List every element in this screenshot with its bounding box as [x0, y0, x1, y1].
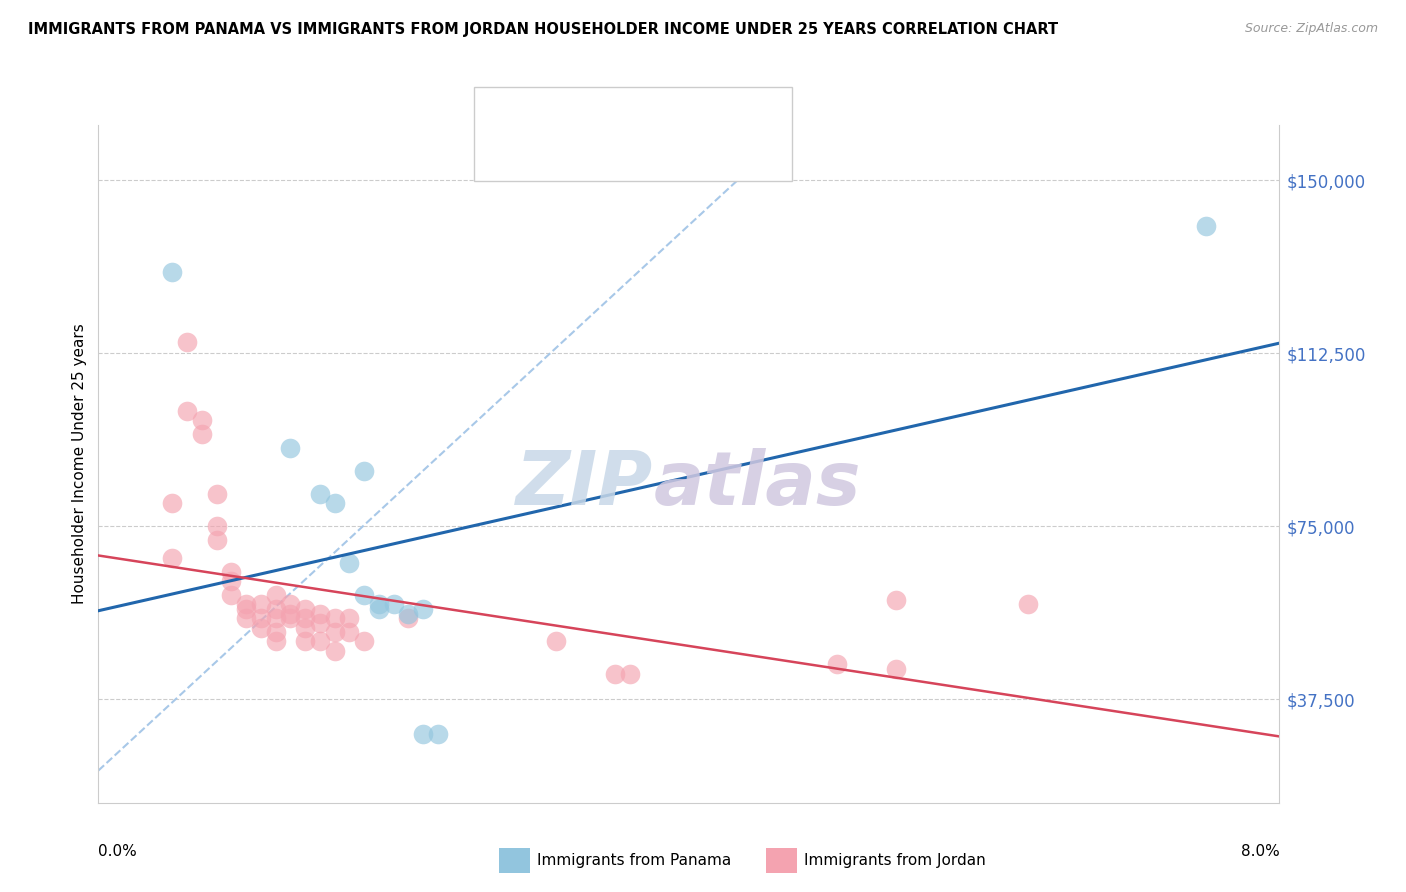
Point [219, 588, 242, 602]
Text: 0.0%: 0.0% [98, 845, 138, 859]
Point [323, 625, 346, 640]
Point [250, 598, 273, 612]
Point [308, 487, 332, 501]
Point [264, 602, 287, 616]
Point [294, 634, 316, 648]
Text: 8.0%: 8.0% [1240, 845, 1279, 859]
Point [162, 265, 183, 279]
Point [176, 404, 198, 418]
Point [219, 574, 242, 589]
Point [323, 611, 346, 625]
Point [205, 487, 228, 501]
Point [278, 598, 302, 612]
Text: IMMIGRANTS FROM PANAMA VS IMMIGRANTS FROM JORDAN HOUSEHOLDER INCOME UNDER 25 YEA: IMMIGRANTS FROM PANAMA VS IMMIGRANTS FRO… [28, 22, 1059, 37]
Point [191, 426, 214, 441]
Point [412, 726, 434, 740]
Point [426, 726, 449, 740]
Point [294, 611, 316, 625]
Point [1017, 598, 1039, 612]
Point [337, 611, 360, 625]
Text: Source: ZipAtlas.com: Source: ZipAtlas.com [1244, 22, 1378, 36]
Point [294, 602, 316, 616]
Point [308, 634, 332, 648]
Point [278, 441, 302, 455]
Point [278, 607, 302, 621]
Point [367, 598, 389, 612]
Point [396, 611, 419, 625]
Point [264, 588, 287, 602]
Point [619, 666, 641, 681]
Text: ZIP: ZIP [516, 448, 654, 521]
Point [412, 602, 434, 616]
Point [264, 634, 287, 648]
Point [205, 533, 228, 547]
Point [162, 496, 183, 510]
Point [337, 625, 360, 640]
Text: atlas: atlas [654, 448, 860, 521]
Point [205, 519, 228, 533]
Y-axis label: Householder Income Under 25 years: Householder Income Under 25 years [72, 324, 87, 604]
Point [176, 334, 198, 349]
Point [235, 598, 257, 612]
Point [396, 607, 419, 621]
Text: R = 0.670   N = 15: R = 0.670 N = 15 [529, 100, 699, 118]
Point [264, 611, 287, 625]
Point [278, 611, 302, 625]
Point [605, 666, 627, 681]
Text: Immigrants from Panama: Immigrants from Panama [537, 854, 731, 868]
Point [219, 565, 242, 579]
Point [353, 464, 375, 478]
Point [337, 556, 360, 570]
Point [367, 602, 389, 616]
Point [1194, 219, 1216, 234]
Text: Immigrants from Jordan: Immigrants from Jordan [804, 854, 986, 868]
Point [308, 607, 332, 621]
Point [250, 611, 273, 625]
Point [546, 634, 568, 648]
Point [294, 621, 316, 635]
Point [250, 621, 273, 635]
Point [308, 615, 332, 630]
Point [235, 602, 257, 616]
Point [382, 598, 405, 612]
Point [264, 625, 287, 640]
Point [353, 588, 375, 602]
Text: R = 0.042   N = 47: R = 0.042 N = 47 [529, 142, 699, 160]
Point [353, 634, 375, 648]
Point [235, 611, 257, 625]
Point [884, 662, 907, 676]
Point [162, 551, 183, 566]
Point [884, 593, 907, 607]
Point [825, 657, 848, 672]
Point [191, 413, 214, 427]
Point [323, 643, 346, 657]
Point [323, 496, 346, 510]
